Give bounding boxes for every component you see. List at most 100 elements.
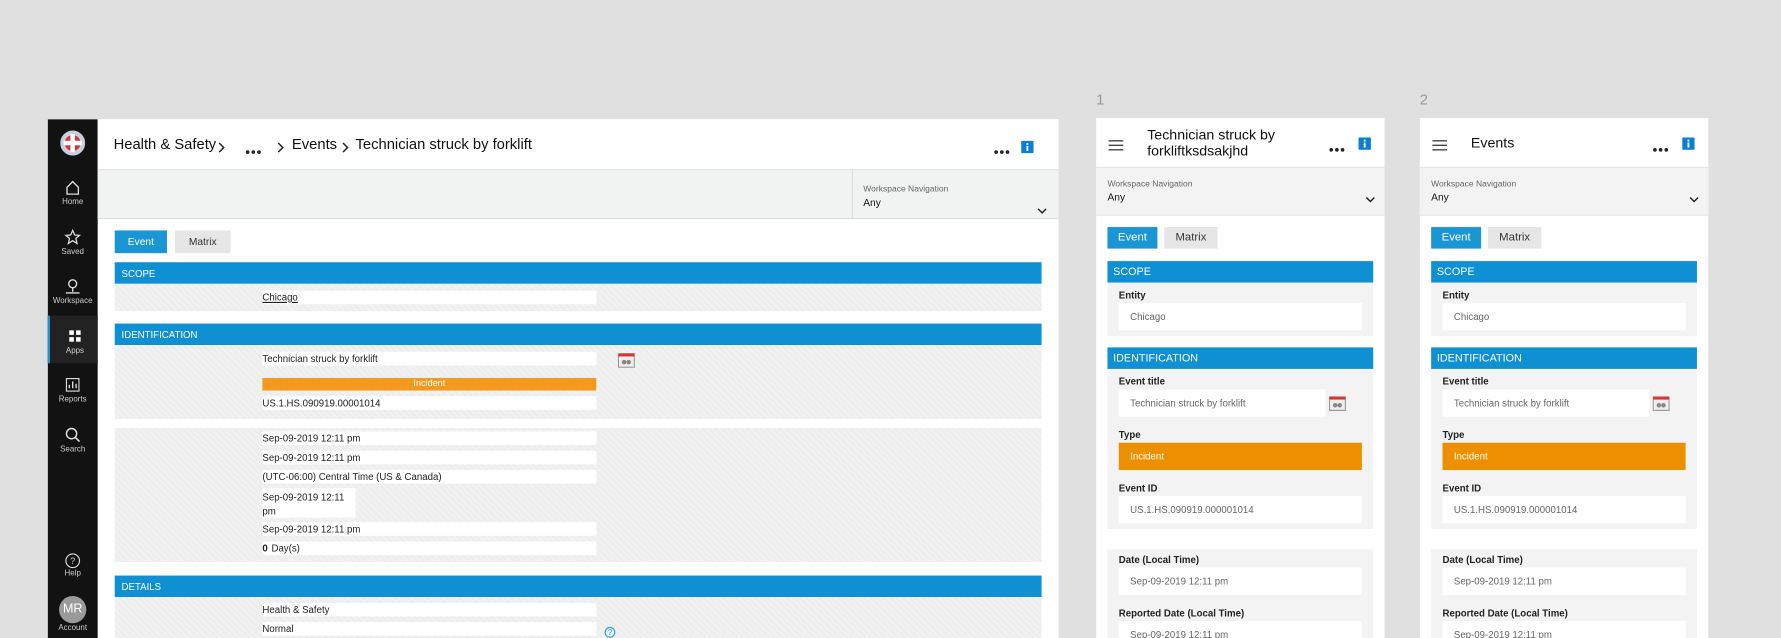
- more-menu[interactable]: [1329, 138, 1345, 152]
- nav-item[interactable]: Home: [48, 167, 98, 215]
- field-input[interactable]: US.1.HS.090919.000001014: [1118, 496, 1362, 524]
- nav-icon: [64, 426, 82, 444]
- help-tip-glyph: ?: [604, 626, 616, 638]
- field-value: Chicago: [262, 291, 298, 303]
- tab[interactable]: Event: [114, 230, 167, 254]
- field-input[interactable]: US.1.HS.090919.00001014: [262, 396, 597, 410]
- section-title: SCOPE: [1113, 265, 1151, 278]
- field-input[interactable]: Health & Safety: [262, 602, 597, 617]
- field-label: Type: [1118, 429, 1141, 441]
- header-bar: Health & Safety Events Technician struck b…: [97, 119, 1059, 170]
- tab[interactable]: Matrix: [1164, 227, 1218, 249]
- hamburger-menu[interactable]: [1108, 136, 1124, 151]
- section-header: IDENTIFICATION: [114, 323, 1042, 346]
- field-input[interactable]: Sep-09-2019 12:11 pm: [262, 450, 597, 465]
- more-menu[interactable]: [994, 141, 1010, 154]
- section-title: SCOPE: [1436, 265, 1475, 278]
- nav-icon-glyph: [64, 228, 82, 245]
- workspace-nav-select[interactable]: Workspace Navigation Any: [1096, 166, 1385, 216]
- type-badge[interactable]: Incident: [1118, 442, 1362, 470]
- info-button[interactable]: [1358, 135, 1371, 150]
- field-input[interactable]: Chicago: [262, 290, 597, 305]
- nav-item[interactable]: Search: [48, 414, 98, 462]
- mobile-panel: Technician struck by forkliftksdsakjhd Wo…: [1096, 118, 1385, 638]
- field-input[interactable]: 0 Day(s): [262, 541, 597, 556]
- workspace-nav-select[interactable]: Workspace Navigation Any: [1419, 166, 1709, 216]
- field-input[interactable]: Sep-09-2019 12:11 pm: [262, 488, 356, 518]
- help-icon[interactable]: ?: [65, 553, 81, 569]
- type-badge[interactable]: Incident: [1442, 442, 1686, 470]
- nav-icon: [66, 327, 84, 345]
- section-header: SCOPE: [114, 262, 1042, 284]
- nav-label: Saved: [61, 247, 84, 256]
- field-input[interactable]: (UTC-06:00) Central Time (US & Canada): [262, 469, 597, 484]
- field-value: Chicago: [1130, 310, 1166, 323]
- workspace-nav-band: Workspace Navigation Any: [97, 169, 1059, 220]
- tab[interactable]: Matrix: [1487, 227, 1542, 249]
- tab[interactable]: Matrix: [174, 230, 231, 254]
- field-input[interactable]: Chicago: [1442, 303, 1686, 331]
- field-input[interactable]: Technician struck by forklift: [262, 351, 597, 366]
- app-logo: [60, 130, 86, 156]
- dropdown-chevron[interactable]: [1037, 200, 1047, 214]
- calendar-icon[interactable]: [617, 353, 635, 368]
- field-value: Technician struck by forklift: [1453, 397, 1570, 409]
- field-group: ClassificationHealth & SafetyConfidentia…: [114, 597, 1042, 638]
- calendar-icon[interactable]: [1328, 396, 1346, 411]
- field-input[interactable]: Sep-09-2019 12:11 pm: [1442, 620, 1686, 638]
- nav-item[interactable]: Saved: [48, 216, 98, 264]
- workspace-nav-select[interactable]: Workspace Navigation Any: [851, 170, 1059, 220]
- tab-label: Event: [127, 235, 154, 248]
- info-button[interactable]: [1682, 135, 1695, 150]
- nav-item[interactable]: Workspace: [48, 266, 98, 314]
- main-window: Home Saved Workspace Apps Reports Search? Help…: [47, 119, 1059, 638]
- field-input[interactable]: Technician struck by forklift: [1118, 389, 1326, 417]
- field-label: Event title: [1442, 375, 1489, 388]
- calendar-icon[interactable]: [1652, 396, 1670, 411]
- field-group: Event title Technician struck by forklift…: [1431, 368, 1697, 530]
- calendar-icon-glyph: [1652, 396, 1670, 411]
- field-input[interactable]: Normal: [262, 622, 597, 636]
- nav-item[interactable]: Reports: [48, 365, 98, 413]
- dropdown-chevron[interactable]: [1365, 188, 1375, 203]
- field-input[interactable]: Sep-09-2019 12:11 pm: [262, 522, 597, 536]
- tab[interactable]: Event: [1431, 227, 1482, 249]
- field-label: Event ID: [1442, 482, 1482, 494]
- field-label: Type: [1442, 429, 1465, 441]
- field-input[interactable]: Chicago: [1118, 303, 1362, 331]
- field-value: US.1.HS.090919.00001014: [262, 397, 381, 409]
- help-label[interactable]: Help: [64, 569, 81, 578]
- more-menu[interactable]: [245, 141, 261, 154]
- tab[interactable]: Event: [1107, 227, 1158, 249]
- field-input[interactable]: Sep-09-2019 12:11 pm: [262, 431, 597, 446]
- section-title: IDENTIFICATION: [121, 328, 198, 340]
- section-header: SCOPE: [1107, 261, 1374, 283]
- field-unit: Day(s): [271, 542, 300, 554]
- field-group: Event TitleTechnician struck by forklift…: [114, 345, 1042, 419]
- field-label: Entity: [1118, 289, 1146, 301]
- hamburger-menu[interactable]: [1432, 136, 1448, 151]
- svg-text:?: ?: [70, 556, 75, 566]
- account-label[interactable]: Account: [58, 624, 88, 633]
- breadcrumb[interactable]: Events: [291, 135, 338, 153]
- help-tip[interactable]: ?: [604, 623, 616, 638]
- nav-label: Home: [62, 198, 84, 207]
- nav-icon-glyph: [65, 427, 81, 443]
- breadcrumb[interactable]: Health & Safety: [113, 135, 217, 153]
- dropdown-chevron[interactable]: [1689, 188, 1699, 203]
- dropdown-chevron-glyph: [1037, 208, 1047, 214]
- avatar[interactable]: MR: [59, 595, 87, 624]
- field-input[interactable]: Sep-09-2019 12:11 pm: [1118, 567, 1362, 595]
- field-input[interactable]: Sep-09-2019 12:11 pm: [1442, 567, 1686, 595]
- field-input[interactable]: US.1.HS.090919.000001014: [1442, 496, 1686, 524]
- nav-item[interactable]: Apps: [47, 315, 98, 364]
- more-menu[interactable]: [1653, 138, 1669, 152]
- type-badge[interactable]: Incident: [262, 377, 597, 390]
- field-label: Date (Local Time): [1118, 553, 1200, 566]
- field-group: Entity Chicago: [1107, 282, 1374, 337]
- field-input[interactable]: Sep-09-2019 12:11 pm: [1118, 620, 1362, 638]
- field-input[interactable]: Technician struck by forklift: [1442, 389, 1650, 417]
- info-button[interactable]: [1021, 138, 1034, 154]
- panel-number: 2: [1419, 91, 1429, 109]
